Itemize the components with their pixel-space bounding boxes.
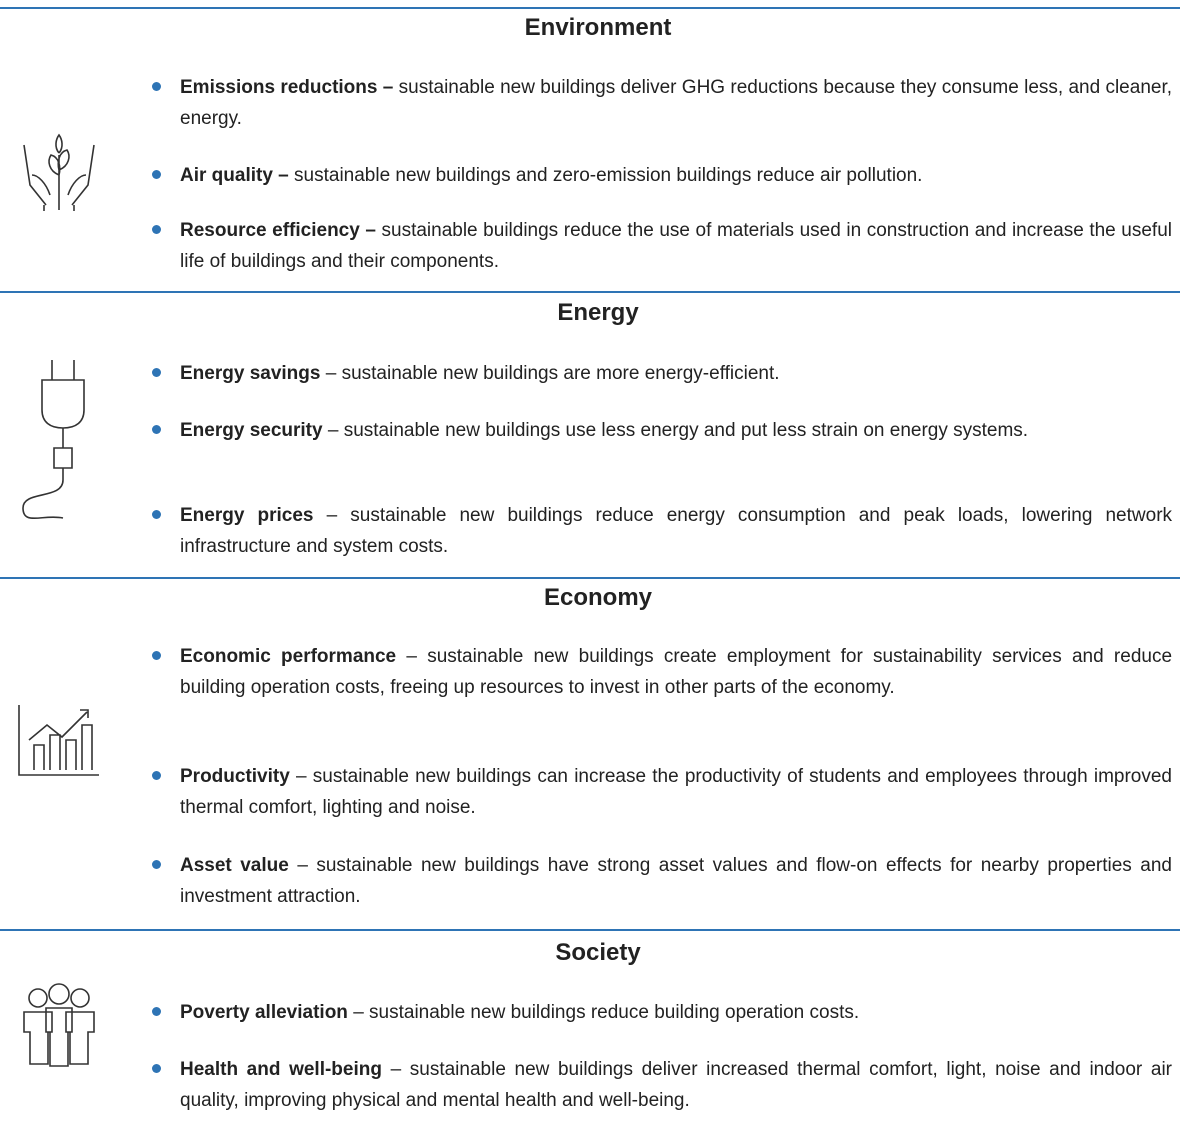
item-term: Emissions reductions – [180, 77, 394, 98]
bullet [152, 771, 161, 780]
bullet [152, 1007, 161, 1016]
list-item: Emissions reductions – sustainable new b… [152, 72, 1172, 134]
list-item: Energy security – sustainable new buildi… [152, 415, 1172, 446]
item-text: Energy prices – sustainable new building… [180, 500, 1172, 562]
bullet [152, 170, 161, 179]
bullet [152, 510, 161, 519]
society-icon [23, 983, 95, 1067]
economy-icon [18, 705, 99, 776]
item-text: Resource efficiency – sustainable buildi… [180, 215, 1172, 277]
item-text: Air quality – sustainable new buildings … [180, 160, 1172, 191]
bullet [152, 368, 161, 377]
list-item: Productivity – sustainable new buildings… [152, 761, 1172, 823]
item-description: sustainable new buildings and zero-emiss… [294, 165, 923, 186]
environment-icon [23, 133, 95, 211]
rule [0, 291, 1180, 293]
bullet [152, 425, 161, 434]
item-description: sustainable new buildings deliver GHG re… [180, 77, 1173, 129]
item-text: Poverty alleviation – sustainable new bu… [180, 997, 1172, 1028]
item-description: – sustainable new buildings are more ene… [325, 363, 780, 384]
item-text: Energy security – sustainable new buildi… [180, 415, 1172, 446]
item-text: Emissions reductions – sustainable new b… [180, 72, 1172, 134]
list-item: Asset value – sustainable new buildings … [152, 850, 1172, 912]
bullet [152, 82, 161, 91]
section-title: Economy [543, 584, 653, 611]
list-item: Energy savings – sustainable new buildin… [152, 358, 1172, 389]
item-term: Economic performance [180, 646, 397, 667]
item-term: Energy security [180, 420, 323, 441]
item-term: Poverty alleviation [180, 1002, 348, 1023]
item-term: Air quality – [180, 165, 289, 186]
list-item: Health and well-being – sustainable new … [152, 1054, 1172, 1116]
item-term: Productivity [180, 766, 290, 787]
item-term: Health and well-being [180, 1059, 382, 1080]
bullet [152, 651, 161, 660]
item-description: – sustainable new buildings use less ene… [327, 420, 1029, 441]
item-text: Health and well-being – sustainable new … [180, 1054, 1172, 1116]
bullet [152, 860, 161, 869]
item-description: – sustainable new buildings reduce build… [353, 1002, 860, 1023]
item-text: Economic performance – sustainable new b… [180, 641, 1172, 703]
list-item: Energy prices – sustainable new building… [152, 500, 1172, 562]
list-item: Resource efficiency – sustainable buildi… [152, 215, 1172, 277]
item-text: Energy savings – sustainable new buildin… [180, 358, 1172, 389]
item-description: – sustainable new buildings reduce energ… [180, 505, 1173, 557]
section-title: Energy [557, 299, 639, 326]
list-item: Poverty alleviation – sustainable new bu… [152, 997, 1172, 1028]
bullet [152, 225, 161, 234]
section-title: Society [555, 939, 641, 966]
item-term: Resource efficiency – [180, 220, 376, 241]
rule [0, 7, 1180, 9]
energy-icon [22, 360, 85, 520]
item-description: – sustainable new buildings have strong … [180, 855, 1172, 907]
item-term: Asset value [180, 855, 289, 876]
item-description: sustainable buildings reduce the use of … [180, 220, 1172, 272]
rule [0, 577, 1180, 579]
item-description: – sustainable new buildings deliver incr… [180, 1059, 1172, 1111]
item-term: Energy prices [180, 505, 314, 526]
list-item: Economic performance – sustainable new b… [152, 641, 1172, 703]
item-description: – sustainable new buildings create emplo… [180, 646, 1173, 698]
section-title: Environment [524, 14, 672, 41]
bullet [152, 1064, 161, 1073]
item-text: Productivity – sustainable new buildings… [180, 761, 1172, 823]
item-text: Asset value – sustainable new buildings … [180, 850, 1172, 912]
item-term: Energy savings [180, 363, 321, 384]
list-item: Air quality – sustainable new buildings … [152, 160, 1172, 191]
rule [0, 929, 1180, 931]
item-description: – sustainable new buildings can increase… [180, 766, 1172, 818]
